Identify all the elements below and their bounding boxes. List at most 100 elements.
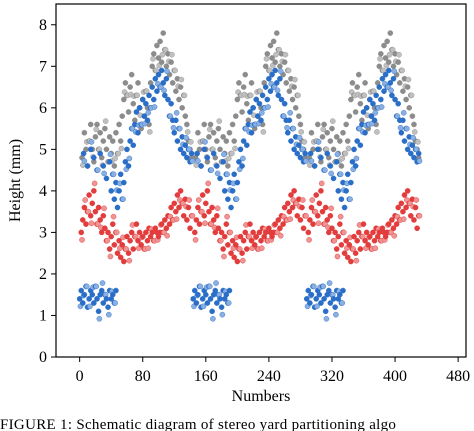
scatter-point — [179, 105, 185, 111]
scatter-point — [231, 254, 237, 261]
scatter-point — [202, 220, 208, 227]
scatter-point — [199, 208, 205, 215]
scatter-point — [236, 80, 242, 86]
scatter-point — [390, 225, 397, 232]
scatter-point — [91, 188, 97, 194]
scatter-point — [329, 125, 335, 132]
scatter-point — [225, 300, 232, 306]
scatter-point — [294, 212, 301, 219]
scatter-point — [376, 84, 383, 90]
scatter-point — [273, 51, 279, 58]
scatter-point — [155, 55, 162, 61]
scatter-point — [327, 138, 334, 144]
scatter-point — [112, 155, 118, 162]
scatter-point — [195, 291, 201, 298]
ticks-layer: 0 80 160 240 320 400 480 0 1 2 3 4 5 6 7 8 — [39, 17, 470, 385]
scatter-point — [292, 105, 299, 111]
scatter-point — [345, 145, 352, 152]
scatter-point — [354, 84, 360, 90]
scatter-point — [149, 63, 155, 70]
scatter-point — [300, 225, 307, 232]
scatter-point — [338, 196, 345, 202]
scatter-point — [314, 146, 321, 153]
scatter-point — [348, 96, 354, 103]
scatter-point — [178, 76, 185, 83]
scatter-point — [322, 167, 328, 173]
scatter-point — [391, 232, 398, 239]
scatter-point — [351, 146, 357, 153]
scatter-point — [219, 311, 226, 318]
scatter-point — [115, 150, 122, 157]
scatter-point — [395, 204, 401, 211]
scatter-point — [212, 287, 219, 294]
scatter-point — [246, 233, 252, 240]
scatter-point — [217, 237, 224, 244]
scatter-point — [273, 30, 280, 36]
scatter-point — [281, 204, 288, 211]
scatter-point — [102, 118, 109, 124]
scatter-point — [152, 75, 159, 82]
y-tick-label: 8 — [39, 17, 47, 34]
scatter-point — [411, 121, 417, 128]
y-axis-title: Height (mm) — [7, 139, 24, 222]
scatter-point — [291, 188, 297, 194]
scatter-point — [104, 237, 111, 244]
scatter-point — [97, 217, 103, 223]
scatter-point — [352, 109, 359, 115]
scatter-point — [163, 225, 170, 232]
scatter-point — [88, 220, 95, 227]
scatter-point — [307, 217, 313, 223]
scatter-point — [370, 88, 377, 95]
scatter-point — [214, 163, 220, 169]
scatter-point — [244, 246, 250, 252]
scatter-point — [362, 237, 368, 244]
scatter-point — [337, 291, 343, 298]
scatter-point — [363, 105, 370, 111]
scatter-point — [181, 92, 188, 99]
scatter-point — [187, 225, 193, 232]
scatter-point — [147, 129, 153, 135]
scatter-point — [400, 216, 407, 222]
scatter-point — [284, 124, 290, 131]
scatter-point — [78, 287, 85, 294]
scatter-point — [113, 287, 119, 294]
scatter-point — [338, 242, 345, 248]
scatter-point — [269, 55, 275, 61]
scatter-point — [193, 300, 200, 306]
scatter-point — [294, 150, 301, 157]
scatter-point — [223, 221, 230, 227]
scatter-point — [135, 80, 141, 86]
scatter-point — [168, 204, 174, 211]
scatter-point — [193, 217, 200, 223]
scatter-point — [96, 315, 103, 322]
scatter-point — [400, 88, 406, 95]
scatter-point — [408, 92, 415, 99]
scatter-point — [185, 204, 192, 211]
scatter-point — [173, 208, 179, 215]
points-layer — [76, 30, 423, 322]
scatter-point — [229, 188, 236, 194]
scatter-point — [82, 197, 88, 203]
scatter-point — [98, 287, 105, 294]
scatter-point — [227, 229, 234, 236]
scatter-point — [311, 283, 317, 290]
scatter-point — [385, 59, 392, 65]
scatter-point — [157, 38, 163, 45]
scatter-point — [277, 75, 283, 82]
scatter-point — [132, 233, 139, 240]
scatter-point — [277, 63, 283, 70]
scatter-point — [306, 237, 312, 243]
scatter-point — [297, 217, 304, 223]
scatter-point — [330, 296, 337, 302]
scatter-point — [184, 154, 190, 161]
scatter-point — [173, 88, 179, 95]
scatter-point — [320, 283, 327, 290]
scatter-point — [251, 242, 258, 248]
scatter-point — [93, 283, 100, 290]
scatter-point — [103, 296, 110, 302]
scatter-point — [79, 237, 85, 243]
scatter-point — [141, 113, 148, 119]
scatter-point — [285, 200, 291, 207]
scatter-point — [239, 250, 245, 256]
scatter-point — [225, 242, 231, 248]
